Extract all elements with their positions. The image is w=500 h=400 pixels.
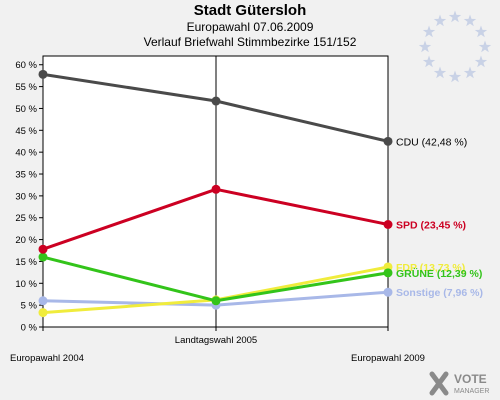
y-tick-label: 15 % [15, 257, 37, 268]
y-tick-label: 45 % [15, 126, 37, 137]
eu-star [418, 40, 432, 53]
data-point-sonstige [38, 296, 48, 306]
logo-vote-text: VOTE [454, 372, 487, 386]
data-point-spd [211, 184, 221, 194]
x-tick-label: Europawahl 2004 [10, 353, 84, 364]
y-tick-label: 5 % [21, 301, 38, 312]
end-label-cdu: CDU (42,48 %) [396, 136, 467, 148]
logo-manager-text: MANAGER [454, 388, 489, 395]
y-tick-label: 30 % [15, 191, 37, 202]
eu-star [433, 14, 447, 27]
votemanager-logo-icon: VOTE MANAGER [429, 371, 489, 396]
data-point-spd [38, 244, 48, 254]
y-tick-label: 40 % [15, 148, 37, 159]
y-tick-label: 10 % [15, 279, 37, 290]
eu-star [448, 10, 462, 23]
eu-star [474, 55, 488, 68]
y-tick-label: 20 % [15, 235, 37, 246]
x-tick-label: Landtagswahl 2005 [175, 335, 257, 346]
y-tick-label: 35 % [15, 170, 37, 181]
y-tick-label: 50 % [15, 104, 37, 115]
end-label-sonstige: Sonstige (7,96 %) [396, 287, 483, 299]
eu-star [463, 66, 477, 79]
end-label-grne: GRÜNE (12,39 %) [396, 267, 482, 280]
chart-subtitle-election: Europawahl 07.06.2009 [186, 20, 314, 34]
eu-star [422, 25, 436, 38]
chart-subtitle-detail: Verlauf Briefwahl Stimmbezirke 151/152 [143, 35, 357, 49]
eu-star [422, 55, 436, 68]
y-tick-label: 60 % [15, 60, 37, 71]
data-point-cdu [38, 69, 48, 79]
eu-star [478, 40, 492, 53]
eu-star [433, 66, 447, 79]
eu-star [463, 14, 477, 27]
data-point-fdp [38, 308, 48, 318]
end-label-fdp: FDP (13,73 %) [396, 262, 465, 274]
logo-x-mark [429, 371, 449, 396]
x-tick-label: Europawahl 2009 [351, 353, 425, 364]
eu-stars-icon [418, 10, 492, 83]
chart-header: Stadt Gütersloh Europawahl 07.06.2009 Ve… [0, 2, 500, 50]
y-tick-label: 25 % [15, 213, 37, 224]
data-point-cdu [383, 136, 393, 146]
data-point-sonstige [383, 287, 393, 297]
end-label-spd: SPD (23,45 %) [396, 220, 466, 232]
data-point-cdu [211, 96, 221, 106]
data-point-spd [383, 220, 393, 229]
data-point-grne [211, 296, 221, 306]
eu-star [448, 70, 462, 83]
data-point-grne [38, 252, 48, 262]
y-tick-label: 55 % [15, 82, 37, 93]
data-point-grne [383, 268, 393, 278]
eu-star [474, 25, 488, 38]
y-tick-label: 0 % [21, 323, 38, 334]
chart-title: Stadt Gütersloh [193, 2, 307, 19]
